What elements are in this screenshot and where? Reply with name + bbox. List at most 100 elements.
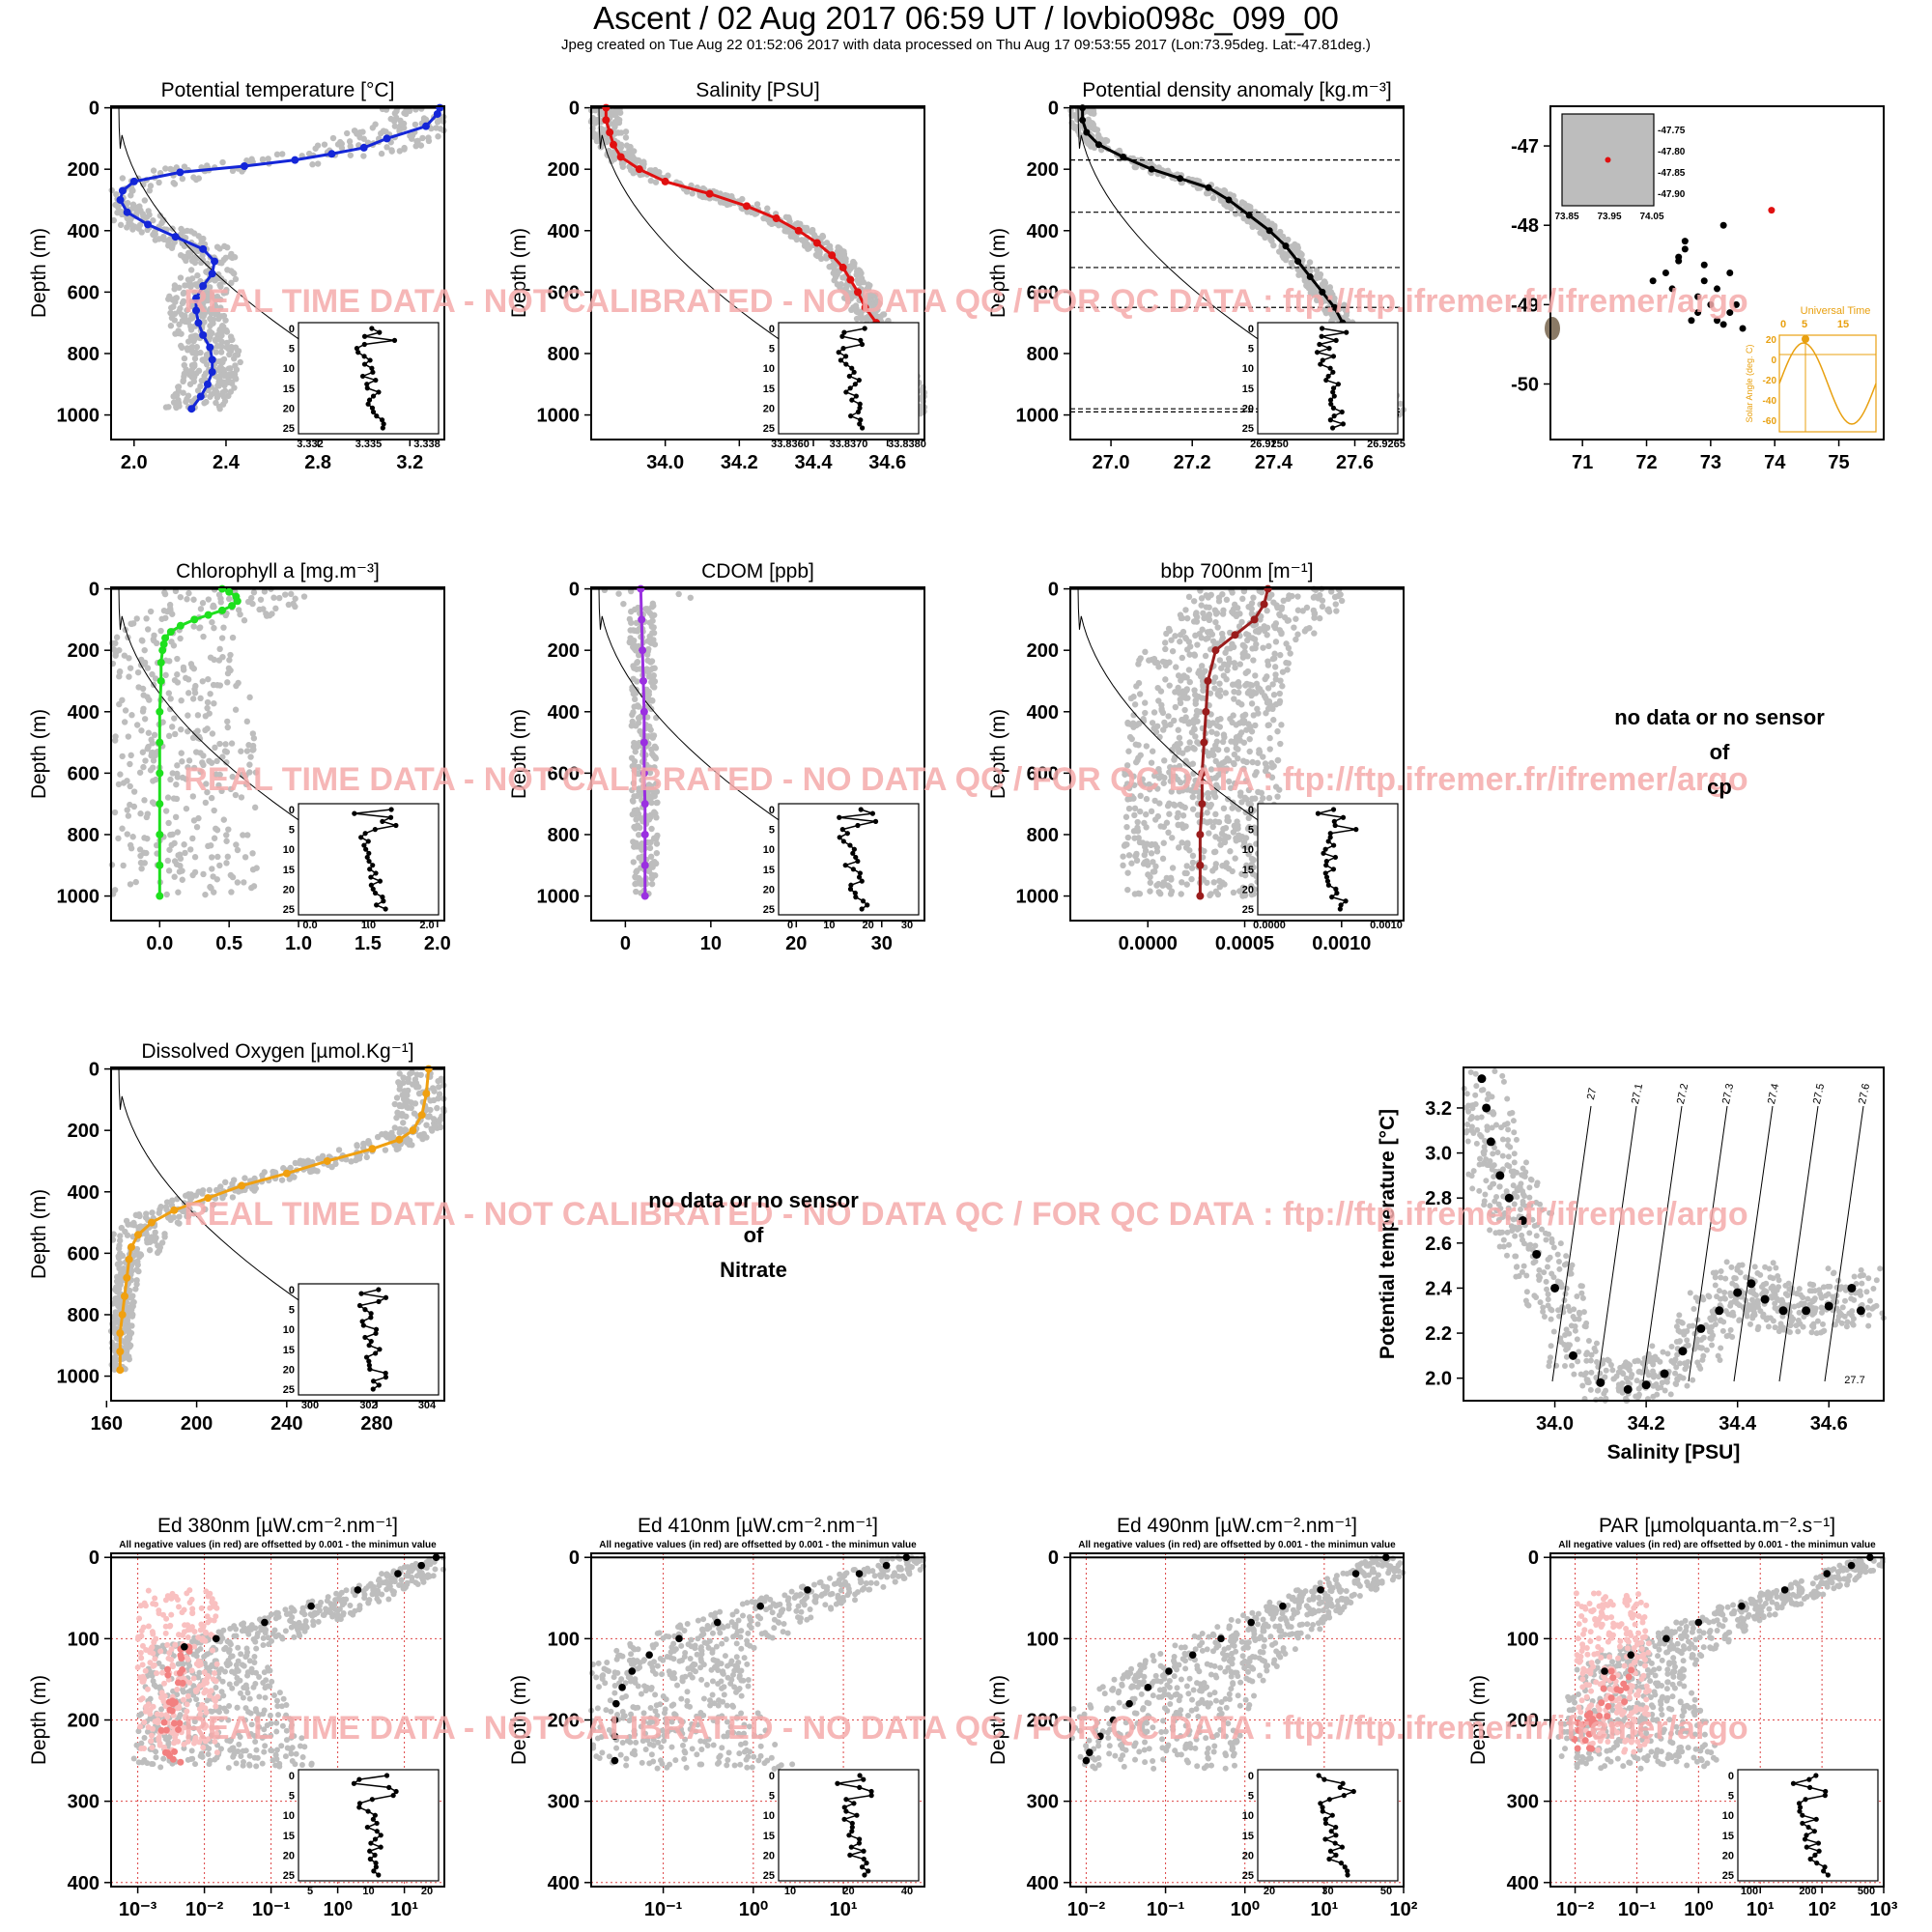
history-point bbox=[278, 1177, 286, 1183]
history-point bbox=[633, 816, 639, 823]
history-point bbox=[1229, 867, 1236, 875]
history-point bbox=[250, 746, 257, 753]
history-point bbox=[195, 233, 202, 240]
y-tick-label: 600 bbox=[68, 282, 99, 303]
history-point bbox=[1165, 713, 1172, 720]
history-point bbox=[199, 600, 207, 607]
history-point bbox=[117, 221, 125, 229]
history-point bbox=[217, 599, 224, 606]
history-point bbox=[1211, 685, 1218, 692]
history-point bbox=[117, 771, 124, 778]
chart-title: Dissolved Oxygen [µmol.Kg⁻¹] bbox=[141, 1040, 413, 1063]
y-tick-label: 1000 bbox=[537, 406, 581, 427]
y-tick-label: 0 bbox=[569, 99, 580, 120]
history-point bbox=[166, 236, 173, 242]
x-tick-label: 240 bbox=[270, 1413, 302, 1435]
history-point bbox=[1176, 749, 1182, 755]
inset-y-tick-label: 5 bbox=[769, 825, 775, 837]
history-point bbox=[180, 377, 187, 384]
history-point bbox=[243, 718, 251, 725]
history-point bbox=[247, 753, 254, 760]
history-point bbox=[1252, 672, 1259, 679]
track-point bbox=[1726, 270, 1734, 276]
history-point bbox=[437, 126, 444, 132]
y-tick-label: 0 bbox=[569, 580, 580, 601]
history-point bbox=[1520, 1263, 1527, 1269]
history-point bbox=[193, 823, 201, 831]
history-point bbox=[1228, 738, 1235, 745]
inset-y-tick-label: 15 bbox=[283, 865, 295, 876]
x-tick-label: 0.0000 bbox=[1119, 933, 1178, 954]
float-position-marker bbox=[1768, 207, 1776, 214]
history-point bbox=[195, 367, 203, 375]
history-point bbox=[249, 730, 257, 737]
history-point bbox=[1212, 618, 1219, 626]
inset-y-tick-label: 25 bbox=[283, 1384, 295, 1396]
history-point bbox=[250, 589, 258, 596]
history-point bbox=[768, 220, 776, 228]
history-point bbox=[401, 144, 408, 152]
history-point bbox=[1159, 658, 1167, 666]
history-point bbox=[1244, 217, 1251, 225]
history-point bbox=[163, 1199, 171, 1206]
history-point bbox=[1228, 205, 1235, 213]
history-point bbox=[412, 1082, 419, 1089]
history-point bbox=[1202, 652, 1209, 660]
y-tick-label: 400 bbox=[548, 221, 580, 242]
history-point bbox=[401, 109, 408, 117]
history-point bbox=[1135, 890, 1142, 897]
history-point bbox=[156, 179, 162, 186]
history-point bbox=[1128, 860, 1135, 867]
history-point bbox=[634, 702, 641, 709]
history-point bbox=[160, 607, 168, 614]
history-point bbox=[204, 698, 212, 706]
history-point bbox=[163, 891, 170, 898]
history-point bbox=[1284, 667, 1291, 673]
history-point bbox=[128, 1305, 135, 1312]
history-point bbox=[764, 205, 771, 212]
history-point bbox=[1747, 1321, 1753, 1327]
history-point bbox=[173, 795, 181, 803]
history-point bbox=[196, 625, 203, 632]
history-point bbox=[249, 850, 256, 857]
history-point bbox=[143, 849, 150, 857]
history-point bbox=[1123, 823, 1130, 831]
history-point bbox=[1263, 695, 1269, 702]
history-point bbox=[237, 611, 243, 618]
history-point bbox=[382, 1147, 389, 1153]
history-point bbox=[162, 808, 170, 814]
history-point bbox=[1230, 889, 1237, 896]
history-point bbox=[1232, 664, 1238, 671]
x-tick-label: 71 bbox=[1572, 452, 1593, 473]
history-point bbox=[1209, 638, 1217, 644]
history-point bbox=[1213, 730, 1220, 737]
history-point bbox=[1236, 611, 1243, 617]
track-point bbox=[1719, 221, 1727, 229]
history-point bbox=[347, 143, 354, 150]
history-point bbox=[651, 611, 658, 618]
x-tick-label: 34.6 bbox=[868, 452, 906, 473]
history-point bbox=[1192, 692, 1199, 698]
history-point bbox=[248, 594, 255, 602]
history-point bbox=[176, 1213, 183, 1220]
history-point bbox=[629, 810, 636, 818]
history-point bbox=[225, 826, 232, 833]
track-point bbox=[1675, 257, 1683, 265]
history-point bbox=[212, 337, 219, 344]
history-point bbox=[1132, 852, 1140, 859]
history-point bbox=[1171, 743, 1179, 750]
history-point bbox=[213, 876, 220, 883]
inset-y-tick-label: 20 bbox=[283, 884, 295, 895]
history-point bbox=[1142, 699, 1149, 706]
history-point bbox=[355, 142, 362, 149]
history-point bbox=[1215, 594, 1223, 601]
x-tick-label: 0 bbox=[620, 933, 631, 954]
history-point bbox=[781, 227, 788, 235]
history-point bbox=[208, 842, 214, 849]
y-tick-label: 0 bbox=[1048, 580, 1059, 601]
history-point bbox=[1541, 1314, 1548, 1321]
history-point bbox=[137, 810, 144, 817]
history-point bbox=[112, 652, 119, 659]
history-point bbox=[133, 615, 140, 622]
